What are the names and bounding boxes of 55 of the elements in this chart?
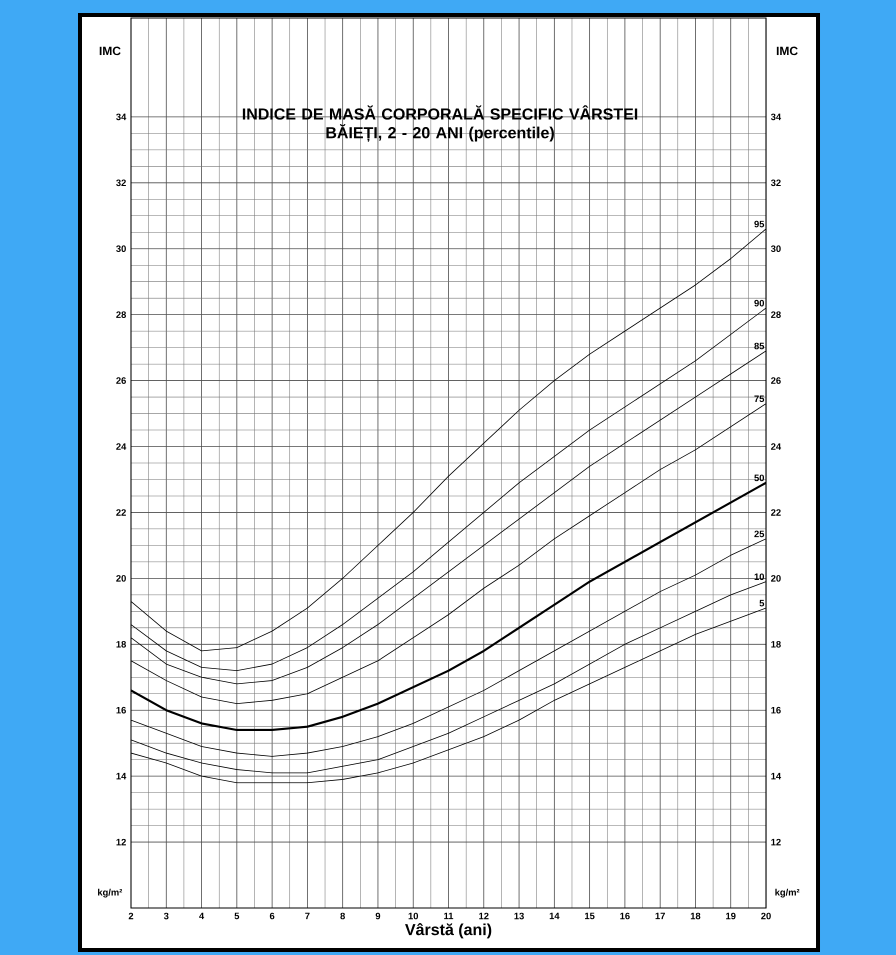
y2-tick-label: 34	[770, 114, 782, 120]
x-tick-label: 8	[340, 912, 345, 920]
y2-tick-label: 26	[771, 377, 781, 384]
series-label: 90	[754, 300, 764, 306]
y-tick-label: 26	[116, 377, 126, 384]
x-tick-label: 17	[656, 912, 665, 920]
x-tick-label: 10	[408, 912, 418, 920]
x-tick-label: 19	[726, 912, 736, 920]
y-tick-label: 30	[116, 245, 126, 252]
y2-tick-label: 28	[771, 311, 781, 318]
x-tick-label: 6	[270, 912, 274, 920]
x-tick-label: 3	[164, 912, 169, 920]
y-tick-label: 16	[116, 706, 126, 714]
y-tick-label: 28	[116, 311, 126, 318]
y2-tick-label: 22	[771, 509, 781, 516]
y2-axis-title: IMC	[776, 46, 798, 56]
x-tick-label: 2	[128, 912, 134, 920]
text: kg/m²	[98, 888, 122, 898]
x-tick-label: 13	[514, 912, 524, 920]
series-label: 5	[760, 600, 764, 606]
x-tick-label: 16	[620, 912, 630, 920]
x-tick-label: 5	[234, 912, 240, 920]
y2-tick-label: 24	[771, 443, 782, 450]
text: kg/m²	[775, 888, 800, 898]
x-tick-label: 14	[550, 912, 560, 920]
x-tick-label: 20	[761, 912, 771, 920]
y2-tick-label: 32	[770, 180, 781, 186]
x-axis-title: Vârstă (ani)	[405, 923, 492, 938]
y-tick-label: 22	[116, 509, 126, 516]
y2-tick-label: 30	[770, 245, 781, 252]
x-tick-label: 11	[444, 912, 454, 920]
x-tick-label: 4	[199, 912, 204, 920]
y-axis-title: IMC	[100, 46, 121, 56]
series-label: 50	[754, 474, 764, 482]
y-tick-label: 32	[116, 180, 126, 186]
series-label: 75	[754, 396, 764, 402]
y2-tick-label: 20	[771, 575, 781, 582]
y2-tick-label: 14	[771, 772, 782, 780]
y-tick-label: 18	[116, 641, 126, 648]
y2-tick-label: 18	[771, 641, 781, 648]
y-tick-label: 20	[116, 575, 126, 582]
x-tick-label: 18	[690, 912, 700, 920]
y-tick-label: 14	[116, 772, 126, 780]
x-tick-label: 15	[585, 912, 595, 920]
y-tick-label: 34	[116, 114, 126, 120]
y-tick-label: 12	[116, 838, 126, 846]
series-label: 25	[754, 530, 764, 538]
y-tick-label: 24	[116, 443, 126, 450]
x-tick-label: 12	[479, 912, 489, 920]
y2-tick-label: 16	[771, 706, 781, 714]
series-label: 95	[754, 220, 764, 228]
y2-tick-label: 12	[771, 838, 781, 846]
x-tick-label: 7	[305, 912, 310, 920]
x-tick-label: 9	[376, 912, 380, 920]
series-label: 85	[754, 342, 764, 350]
